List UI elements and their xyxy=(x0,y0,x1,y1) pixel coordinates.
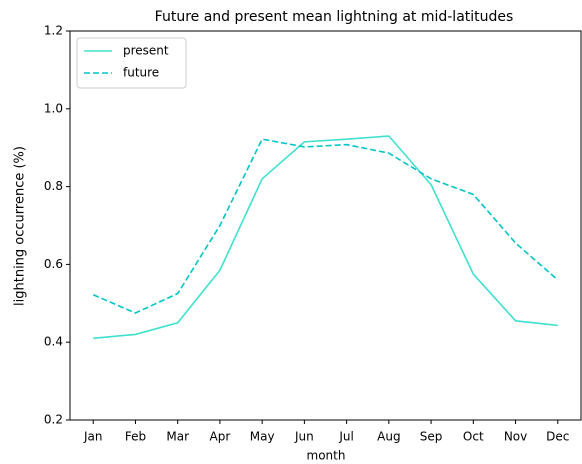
x-tick-label: Jun xyxy=(294,430,314,444)
series-line xyxy=(92,138,559,314)
x-tick-label: May xyxy=(250,430,275,444)
y-tick-label: 0.6 xyxy=(44,257,63,271)
plot-area xyxy=(69,30,582,421)
x-tick-label: Jan xyxy=(83,430,103,444)
x-tick-label: Mar xyxy=(166,430,189,444)
y-tick-label: 1.2 xyxy=(44,24,63,38)
x-tick-label: Jul xyxy=(338,430,353,444)
x-tick-label: Feb xyxy=(125,430,146,444)
x-tick-label: Nov xyxy=(504,430,527,444)
legend-label: present xyxy=(123,44,169,58)
x-tick-label: Apr xyxy=(210,430,231,444)
chart-title: Future and present mean lightning at mid… xyxy=(155,9,514,25)
y-tick-label: 0.4 xyxy=(44,335,63,349)
y-tick-label: 1.0 xyxy=(44,101,63,115)
y-tick-label: 0.2 xyxy=(44,413,63,427)
y-axis-label: lightning occurrence (%) xyxy=(13,146,28,306)
y-tick-label: 0.8 xyxy=(44,179,63,193)
x-tick-label: Aug xyxy=(377,430,400,444)
series-line xyxy=(93,135,558,340)
x-tick-label: Sep xyxy=(420,430,443,444)
legend-label: future xyxy=(123,66,159,80)
x-tick-label: Oct xyxy=(463,430,484,444)
x-axis-label: month xyxy=(307,449,346,463)
x-tick-label: Dec xyxy=(546,430,569,444)
